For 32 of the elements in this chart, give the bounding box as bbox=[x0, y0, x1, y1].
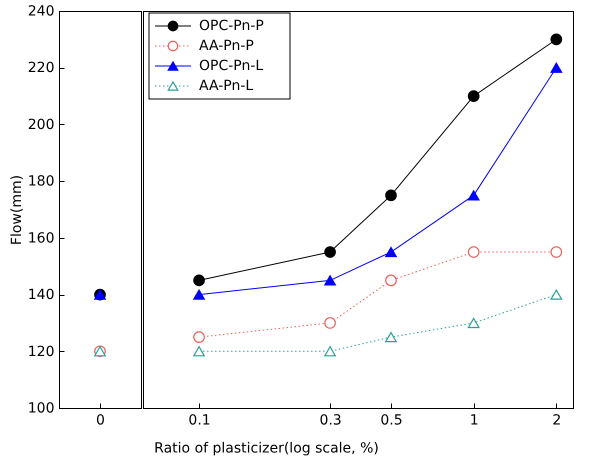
y-tick-label: 200 bbox=[28, 116, 54, 133]
x-tick-label: 0 bbox=[96, 412, 105, 428]
x-tick-label: 1 bbox=[470, 412, 479, 428]
legend-label: OPC-Pn-L bbox=[199, 58, 264, 74]
point bbox=[385, 189, 397, 202]
legend-label: AA-Pn-L bbox=[199, 78, 254, 94]
point bbox=[550, 246, 562, 258]
point bbox=[550, 62, 562, 73]
y-tick-label: 180 bbox=[28, 174, 54, 190]
point bbox=[385, 246, 397, 258]
y-tick-label: 100 bbox=[28, 400, 54, 416]
point bbox=[385, 332, 397, 342]
legend-label: AA-Pn-P bbox=[199, 38, 254, 54]
y-tick-label: 120 bbox=[28, 344, 54, 360]
point bbox=[550, 289, 562, 300]
point bbox=[468, 246, 480, 258]
y-axis-title: Flow(mm) bbox=[8, 174, 25, 246]
point bbox=[385, 274, 397, 286]
x-tick-label: 0.1 bbox=[188, 412, 211, 428]
y-tick-label: 220 bbox=[28, 60, 54, 76]
x-axis-title: Ratio of plasticizer(log scale, %) bbox=[154, 440, 379, 456]
point bbox=[468, 190, 480, 200]
legend-label: OPC-Pn-P bbox=[199, 18, 264, 34]
y-tick-label: 240 bbox=[28, 4, 54, 20]
x-tick-label: 0.5 bbox=[380, 412, 403, 428]
point bbox=[468, 90, 480, 102]
y-tick-label: 140 bbox=[28, 287, 54, 304]
y-tick-label: 160 bbox=[28, 230, 54, 246]
point bbox=[468, 318, 480, 328]
point bbox=[550, 34, 562, 46]
x-tick-label: 0.3 bbox=[319, 412, 342, 428]
x-tick-label: 2 bbox=[552, 412, 562, 428]
